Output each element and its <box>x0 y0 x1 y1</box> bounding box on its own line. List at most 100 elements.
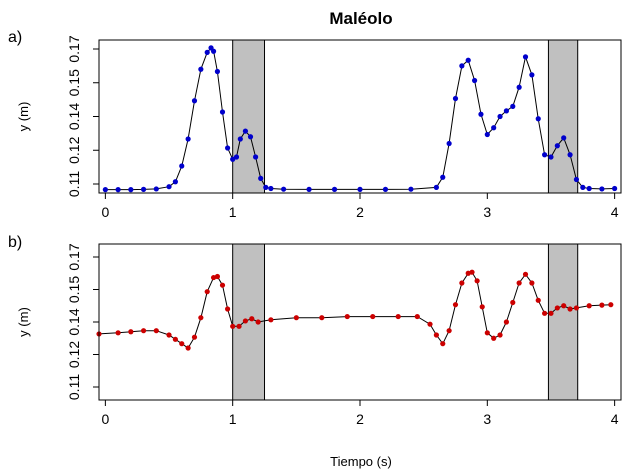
data-point <box>153 186 159 192</box>
data-point <box>102 187 108 193</box>
data-point <box>497 332 503 338</box>
panel-a: 0 1 2 3 4 0.11 0.12 0.14 0.15 0.17 y (m) a) <box>8 29 622 220</box>
data-point <box>484 131 490 138</box>
data-point <box>474 278 480 284</box>
data-point <box>510 299 516 306</box>
shaded-region-2 <box>547 39 579 194</box>
data-point <box>503 319 510 325</box>
x-tick-label: 1 <box>229 204 237 220</box>
data-point <box>433 184 439 190</box>
panel-label: b) <box>8 234 22 251</box>
x-tick-label: 0 <box>101 204 109 220</box>
data-point <box>459 280 465 286</box>
data-point <box>452 302 459 308</box>
data-point <box>548 154 554 160</box>
data-point <box>469 269 475 275</box>
data-point <box>219 282 226 288</box>
series-line <box>98 271 611 349</box>
data-point <box>179 341 185 347</box>
data-point <box>535 297 541 303</box>
data-point <box>242 318 249 324</box>
data-point <box>478 111 484 117</box>
data-point <box>128 329 134 335</box>
data-point <box>554 143 560 149</box>
data-point <box>471 77 478 84</box>
data-point <box>230 323 236 329</box>
data-point <box>224 145 231 151</box>
y-tick-label: 0.11 <box>66 374 82 400</box>
data-point <box>198 66 204 72</box>
data-point <box>230 156 236 162</box>
y-axis-title: y (m) <box>16 307 31 337</box>
data-point <box>344 313 350 320</box>
data-point <box>382 186 389 192</box>
shaded-region-2 <box>547 243 579 401</box>
data-point <box>440 174 446 180</box>
data-point <box>268 185 274 192</box>
data-point <box>253 154 259 160</box>
data-point <box>580 184 586 190</box>
data-point <box>554 305 560 311</box>
x-tick-label: 3 <box>483 411 491 427</box>
data-point <box>191 334 198 340</box>
data-point <box>185 345 191 351</box>
x-tick-label: 2 <box>356 204 364 220</box>
y-tick-label: 0.14 <box>66 103 82 130</box>
data-point <box>140 186 147 192</box>
data-point <box>491 125 497 131</box>
data-point <box>573 305 580 311</box>
data-point <box>561 303 567 309</box>
data-point <box>542 152 548 158</box>
data-point <box>331 186 338 192</box>
data-point <box>561 135 567 141</box>
data-point <box>198 315 204 321</box>
data-point <box>440 341 446 347</box>
data-point <box>586 303 592 309</box>
panel-label: a) <box>8 29 22 46</box>
data-point <box>612 185 618 192</box>
data-point <box>281 186 287 192</box>
data-point <box>395 313 401 320</box>
data-point <box>608 302 614 308</box>
data-point <box>452 95 459 102</box>
data-point <box>191 98 198 104</box>
data-point <box>214 273 221 280</box>
data-point <box>237 136 243 142</box>
data-point <box>516 84 522 90</box>
chart-title: Maléolo <box>329 9 392 28</box>
data-point <box>484 330 490 336</box>
data-point <box>491 335 497 341</box>
data-point <box>172 336 178 342</box>
data-point <box>529 280 535 286</box>
data-point <box>567 306 573 312</box>
data-point <box>268 317 274 323</box>
y-tick-label: 0.14 <box>66 308 82 335</box>
data-point <box>242 128 249 134</box>
data-point <box>153 328 159 334</box>
data-point <box>115 187 121 193</box>
data-point <box>446 140 452 147</box>
data-point <box>548 310 554 316</box>
data-point <box>529 72 535 78</box>
data-point <box>319 315 325 321</box>
data-point <box>459 63 465 69</box>
data-point <box>510 103 516 109</box>
plot-frame <box>98 39 622 194</box>
data-point <box>370 313 376 320</box>
x-axis-title: Tiempo (s) <box>330 454 392 469</box>
data-point <box>357 186 363 192</box>
data-point <box>599 302 605 308</box>
data-point <box>204 289 210 295</box>
data-point <box>427 321 433 327</box>
data-point <box>542 310 548 316</box>
y-tick-label: 0.17 <box>66 35 82 62</box>
x-tick-label: 4 <box>611 411 619 427</box>
y-tick-label: 0.15 <box>66 69 82 96</box>
data-point <box>497 113 503 120</box>
data-point <box>263 184 269 190</box>
data-point <box>516 280 522 286</box>
y-tick-label: 0.12 <box>66 136 82 163</box>
panel-b: 0 1 2 3 4 0.11 0.12 0.14 0.15 0.17 y (m) b) <box>8 234 622 427</box>
